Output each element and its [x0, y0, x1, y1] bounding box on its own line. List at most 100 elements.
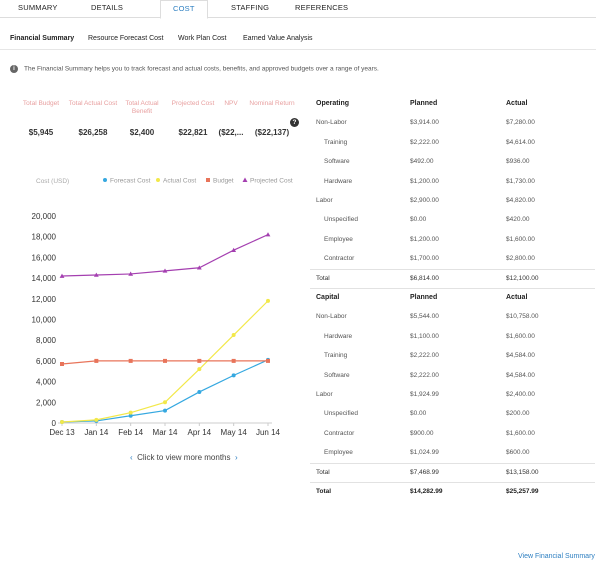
metric-label-projected-cost: Projected Cost: [171, 100, 215, 107]
table-row-actual: $10,758.00: [506, 313, 539, 321]
table-row-planned: $1,024.99: [410, 449, 439, 457]
view-more-months[interactable]: ‹ Click to view more months ›: [130, 453, 238, 462]
info-icon: i: [10, 65, 18, 73]
table-row-planned: $1,200.00: [410, 235, 439, 243]
metric-value-projected-cost: $22,821: [178, 128, 208, 137]
y-tick-label: 6,000: [36, 357, 57, 366]
table-row-label: Hardware: [324, 177, 353, 185]
cost-line-chart: 0 2,000 4,000 6,000 8,000 10,000 12,000 14,000 1…: [32, 177, 293, 437]
view-financial-summary-link[interactable]: View Financial Summary: [518, 553, 595, 560]
subtab-financial-summary[interactable]: Financial Summary: [10, 35, 75, 42]
data-point: [231, 333, 236, 338]
capital-total-row-label: Total: [316, 468, 330, 476]
capital-header-label: Capital: [316, 294, 340, 301]
metric-label-total-actual-cost: Total Actual Cost: [68, 100, 118, 107]
data-point: [163, 358, 167, 363]
y-tick-label: 8,000: [36, 336, 57, 345]
data-point: [231, 373, 236, 378]
table-row-actual: $4,614.00: [506, 138, 535, 146]
grand-total-row-actual: $25,257.99: [506, 488, 539, 495]
data-point: [128, 410, 133, 415]
subtab-work-plan-cost[interactable]: Work Plan Cost: [178, 35, 227, 42]
table-row-actual: $600.00: [506, 449, 530, 457]
subtab-resource-forecast-cost[interactable]: Resource Forecast Cost: [88, 35, 164, 42]
operating-header-actual: Actual: [506, 100, 528, 107]
x-tick-label: Feb 14: [118, 428, 143, 437]
y-axis-title: Cost (USD): [36, 178, 69, 186]
table-row-actual: $200.00: [506, 410, 530, 418]
y-tick-label: 10,000: [32, 316, 57, 325]
data-point: [231, 358, 236, 363]
table-row-planned: $0.00: [410, 410, 427, 418]
y-tick-label: 0: [52, 419, 57, 428]
table-row-actual: $420.00: [506, 216, 530, 224]
operating-total-divider: [310, 268, 595, 270]
chevron-left-icon[interactable]: ‹: [130, 453, 133, 462]
table-row-actual: $1,600.00: [506, 332, 535, 340]
operating-header-label: Operating: [316, 100, 350, 107]
table-row-planned: $2,222.00: [410, 352, 439, 360]
data-point: [163, 408, 167, 413]
legend-marker: [206, 178, 210, 182]
tab-references[interactable]: REFERENCES: [295, 3, 349, 12]
capital-total-row-planned: $7,468.99: [410, 468, 439, 476]
data-point: [196, 265, 202, 270]
table-row-label: Unspecified: [324, 410, 358, 418]
data-point: [128, 413, 133, 418]
info-message: i The Financial Summary helps you to trac…: [10, 65, 379, 73]
tab-summary[interactable]: SUMMARY: [18, 3, 58, 12]
series-line: [61, 359, 269, 423]
table-row-planned: $492.00: [410, 158, 434, 166]
metric-value-nominal-return: ($22,137): [254, 128, 290, 137]
grand-total-row-planned: $14,282.99: [410, 488, 443, 495]
help-icon[interactable]: ?: [290, 118, 299, 127]
table-row-actual: $2,400.00: [506, 391, 535, 398]
metric-value-npv: ($22,...: [218, 128, 244, 137]
table-row-label: Employee: [324, 449, 353, 457]
table-row-planned: $2,222.00: [410, 371, 439, 379]
table-row-actual: $7,280.00: [506, 119, 535, 127]
table-row-label: Unspecified: [324, 216, 358, 224]
table-row-actual: $4,820.00: [506, 197, 535, 204]
metric-value-total-budget: $5,945: [28, 128, 54, 137]
tab-staffing[interactable]: STAFFING: [231, 3, 270, 12]
top-tab-bar: SUMMARY DETAILS COST STAFFING REFERENCES: [0, 0, 596, 19]
y-tick-label: 14,000: [32, 274, 57, 283]
tab-details[interactable]: DETAILS: [91, 3, 124, 12]
y-tick-label: 18,000: [32, 233, 57, 242]
table-row-actual: $1,600.00: [506, 235, 535, 243]
table-row-label: Contractor: [324, 255, 355, 263]
data-point: [60, 362, 64, 367]
table-row-label: Training: [324, 352, 348, 360]
data-point: [231, 247, 237, 252]
operating-total-row-actual: $12,100.00: [506, 274, 539, 282]
sub-tab-bar: Financial Summary Resource Forecast Cost…: [0, 28, 596, 50]
table-row-planned: $900.00: [410, 429, 434, 437]
table-row-actual: $1,730.00: [506, 177, 535, 185]
table-row-label: Training: [324, 138, 348, 146]
table-row-planned: $3,914.00: [410, 119, 439, 127]
table-row-label: Hardware: [324, 332, 353, 340]
operating-total-row-planned: $6,814.00: [410, 274, 439, 282]
table-row-label: Contractor: [324, 429, 355, 437]
table-row-actual: $4,584.00: [506, 352, 535, 360]
more-months-label[interactable]: Click to view more months: [137, 453, 231, 462]
tab-cost[interactable]: COST: [160, 0, 208, 19]
table-row-actual: $1,600.00: [506, 429, 535, 437]
table-row-label: Labor: [316, 391, 333, 398]
capital-divider: [310, 288, 595, 289]
subtab-earned-value-analysis[interactable]: Earned Value Analysis: [243, 35, 313, 42]
y-axis-title-text: Cost (USD): [36, 178, 70, 185]
table-row-planned: $2,900.00: [410, 197, 439, 204]
chevron-right-icon[interactable]: ›: [234, 453, 238, 462]
table-row-planned: $1,200.00: [410, 177, 439, 185]
legend-label: Forecast Cost: [110, 178, 151, 185]
operating-total-row-label: Total: [316, 274, 330, 282]
legend-marker: [156, 178, 160, 182]
table-row-actual: $936.00: [506, 158, 530, 166]
table-row-label: Software: [324, 371, 350, 379]
data-point: [94, 358, 99, 363]
table-row-planned: $1,700.00: [410, 255, 439, 263]
metric-label-total-actual-benefit: Total Actual Benefit: [125, 100, 159, 115]
table-row-label: Employee: [324, 235, 353, 243]
